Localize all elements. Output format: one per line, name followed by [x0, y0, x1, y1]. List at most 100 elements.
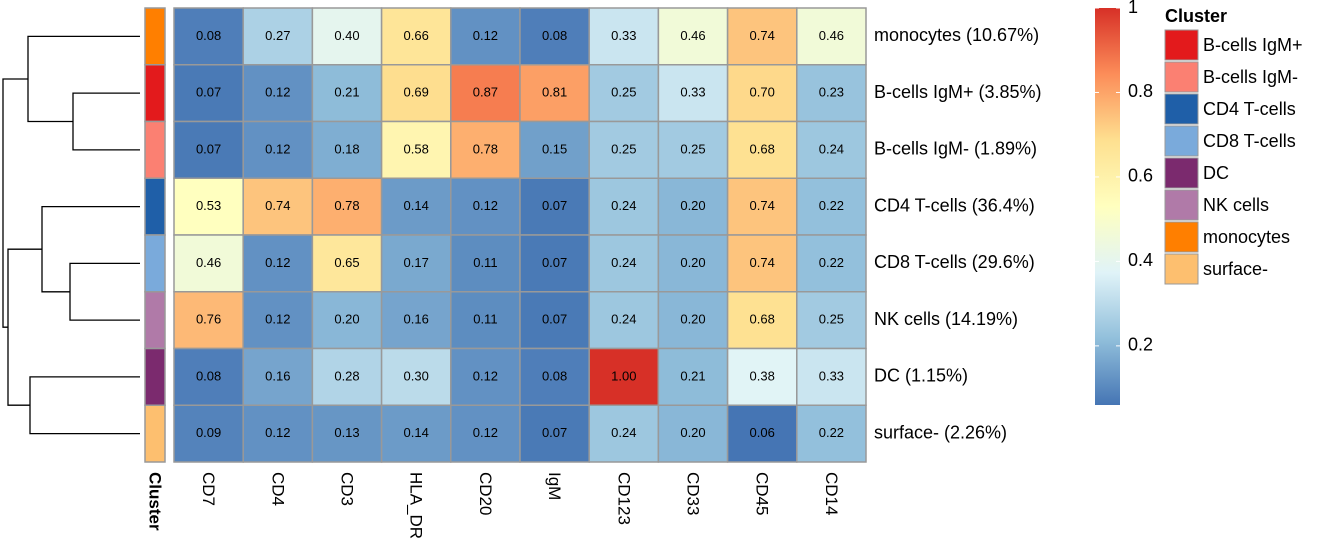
cell [173, 347, 244, 406]
cell [380, 347, 452, 406]
col-label: CD20 [476, 472, 495, 515]
cell-label: 0.53 [196, 198, 221, 213]
cell-label: 0.15 [542, 141, 567, 156]
legend-label: CD4 T-cells [1203, 99, 1296, 119]
legend-label: B-cells IgM- [1203, 67, 1298, 87]
cell-label: 0.21 [680, 368, 705, 383]
cell-label: 0.46 [196, 255, 221, 270]
col-label: CD14 [822, 472, 841, 515]
cell-label: 0.12 [473, 368, 498, 383]
cell [726, 64, 798, 123]
col-label: CD33 [684, 472, 703, 515]
cell-label: 0.12 [473, 28, 498, 43]
cell-label: 0.74 [750, 28, 775, 43]
legend-label: CD8 T-cells [1203, 131, 1296, 151]
cell-label: 0.25 [680, 141, 705, 156]
cell-label: 0.74 [265, 198, 290, 213]
cell [380, 64, 452, 123]
cell-label: 0.08 [542, 28, 567, 43]
cell [311, 404, 383, 463]
row-label: CD4 T-cells (36.4%) [874, 195, 1035, 215]
cell-label: 0.24 [611, 198, 636, 213]
legend-label: DC [1203, 163, 1229, 183]
cell [657, 404, 729, 463]
cell [173, 291, 244, 350]
legend-label: surface- [1203, 259, 1268, 279]
cell-label: 0.20 [680, 425, 705, 440]
legend-swatch [1164, 157, 1199, 189]
cell [588, 347, 660, 406]
cell-label: 1.00 [611, 368, 636, 383]
legend-title: Cluster [1165, 6, 1227, 26]
cell [588, 234, 660, 293]
cell [796, 234, 867, 293]
col-label: CD3 [338, 472, 357, 506]
cell [796, 347, 867, 406]
cell [519, 291, 590, 350]
cell [242, 234, 314, 293]
col-label: CD45 [753, 472, 772, 515]
row-label: DC (1.15%) [874, 366, 968, 386]
cell-label: 0.68 [750, 141, 775, 156]
cell-label: 0.22 [819, 255, 844, 270]
cell [519, 234, 590, 293]
row-label: NK cells (14.19%) [874, 309, 1018, 329]
col-label: CD123 [614, 472, 633, 525]
cell-label: 0.22 [819, 198, 844, 213]
legend-swatch [1164, 221, 1199, 253]
cell [657, 120, 729, 179]
cell [450, 234, 521, 293]
cell-label: 0.22 [819, 425, 844, 440]
cell-label: 0.07 [542, 198, 567, 213]
row-annotation [144, 177, 166, 236]
cell-label: 0.76 [196, 312, 221, 327]
cell [450, 404, 521, 463]
cell [242, 120, 314, 179]
cell [726, 291, 798, 350]
cell [519, 347, 590, 406]
colorbar-label: 0.8 [1128, 81, 1153, 101]
cell-label: 0.33 [680, 85, 705, 100]
legend-swatch [1164, 125, 1199, 157]
cell-label: 0.25 [611, 85, 636, 100]
cell [657, 64, 729, 123]
cell [311, 234, 383, 293]
cell-label: 0.21 [334, 85, 359, 100]
cell [311, 291, 383, 350]
cell [796, 64, 867, 123]
legend-label: B-cells IgM+ [1203, 35, 1303, 55]
cell-label: 0.81 [542, 85, 567, 100]
cell [588, 404, 660, 463]
cell-label: 0.20 [680, 312, 705, 327]
cell-label: 0.17 [404, 255, 429, 270]
row-label: B-cells IgM+ (3.85%) [874, 82, 1042, 102]
cell [519, 7, 590, 66]
cell-label: 0.78 [334, 198, 359, 213]
cell [173, 7, 244, 66]
cell-label: 0.46 [819, 28, 844, 43]
cell-label: 0.20 [334, 312, 359, 327]
cell [242, 64, 314, 123]
cell-label: 0.78 [473, 141, 498, 156]
dendrogram [2, 35, 140, 435]
cell-label: 0.07 [542, 425, 567, 440]
cell-label: 0.12 [265, 141, 290, 156]
colorbar-label: 0.6 [1128, 166, 1153, 186]
cell [380, 404, 452, 463]
cell [519, 64, 590, 123]
cell [173, 120, 244, 179]
cell-label: 0.28 [334, 368, 359, 383]
col-label: HLA_DR [407, 472, 426, 539]
cell-label: 0.13 [334, 425, 359, 440]
row-annotation [144, 7, 166, 66]
cell-label: 0.07 [542, 255, 567, 270]
cell-label: 0.12 [265, 255, 290, 270]
legend-label: NK cells [1203, 195, 1269, 215]
col-label: IgM [545, 472, 564, 500]
cell-label: 0.74 [750, 198, 775, 213]
cell-label: 0.24 [611, 255, 636, 270]
cell-label: 0.11 [473, 312, 497, 327]
cell-label: 0.30 [404, 368, 429, 383]
row-annotation [144, 234, 166, 293]
